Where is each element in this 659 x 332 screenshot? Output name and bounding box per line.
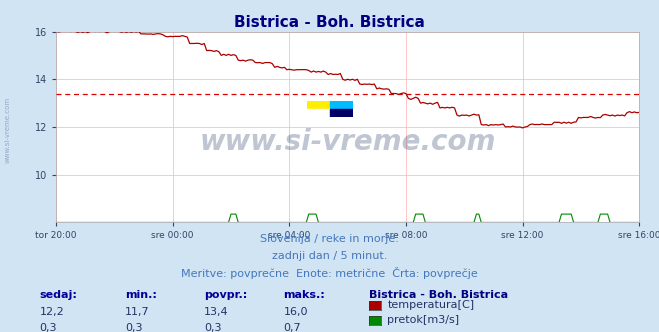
Text: 11,7: 11,7: [125, 307, 150, 317]
Text: 0,3: 0,3: [40, 323, 57, 332]
Text: Bistrica - Boh. Bistrica: Bistrica - Boh. Bistrica: [369, 290, 508, 300]
Bar: [330, 101, 353, 109]
Text: pretok[m3/s]: pretok[m3/s]: [387, 315, 459, 325]
Text: zadnji dan / 5 minut.: zadnji dan / 5 minut.: [272, 251, 387, 261]
Text: min.:: min.:: [125, 290, 157, 300]
Text: www.si-vreme.com: www.si-vreme.com: [200, 128, 496, 156]
Text: povpr.:: povpr.:: [204, 290, 248, 300]
Text: 16,0: 16,0: [283, 307, 308, 317]
Text: www.si-vreme.com: www.si-vreme.com: [5, 96, 11, 163]
Text: Meritve: povprečne  Enote: metrične  Črta: povprečje: Meritve: povprečne Enote: metrične Črta:…: [181, 267, 478, 279]
Text: temperatura[C]: temperatura[C]: [387, 300, 474, 310]
Text: 0,3: 0,3: [125, 323, 143, 332]
Text: 12,2: 12,2: [40, 307, 65, 317]
Text: maks.:: maks.:: [283, 290, 325, 300]
Bar: [330, 109, 353, 118]
Text: sedaj:: sedaj:: [40, 290, 77, 300]
Text: Slovenija / reke in morje.: Slovenija / reke in morje.: [260, 234, 399, 244]
Text: 0,7: 0,7: [283, 323, 301, 332]
Text: 0,3: 0,3: [204, 323, 222, 332]
Text: 13,4: 13,4: [204, 307, 229, 317]
Bar: [307, 109, 330, 118]
Bar: [307, 101, 330, 109]
Text: Bistrica - Boh. Bistrica: Bistrica - Boh. Bistrica: [234, 15, 425, 30]
